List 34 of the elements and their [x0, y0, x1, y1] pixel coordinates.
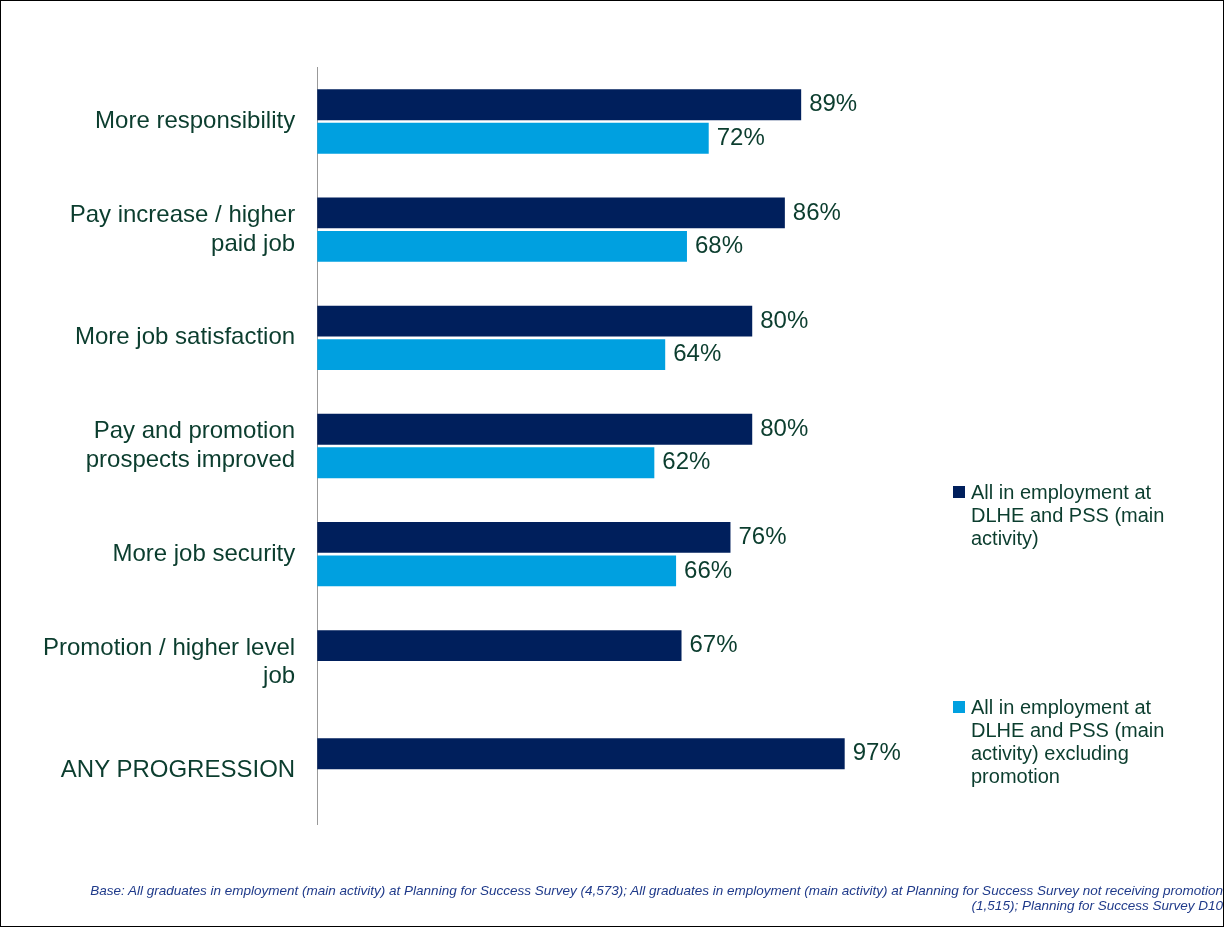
bar — [317, 305, 753, 337]
data-label: 80% — [760, 305, 809, 333]
bar — [317, 231, 687, 262]
bar — [317, 630, 682, 661]
y-tick-label: ANY PROGRESSION — [60, 755, 296, 783]
bar — [317, 521, 731, 553]
bar — [317, 197, 785, 229]
bar — [317, 122, 709, 154]
bar — [317, 339, 666, 371]
data-label: 72% — [716, 122, 765, 150]
y-tick-label: Pay and promotion prospects improved — [85, 416, 296, 473]
y-tick-label: More job satisfaction — [75, 322, 296, 350]
data-label: 67% — [689, 630, 738, 658]
bar — [317, 413, 753, 445]
bar — [317, 555, 677, 587]
data-label: 68% — [694, 231, 744, 259]
data-label: 97% — [852, 738, 901, 766]
text: Base: All graduates in employment (main activity) at Planning for Success Survey (4,573); All graduates in employment (main activity) at Planning for Success Survey not receiving promotion (1,515); Planning for Success Survey D10 — [89, 883, 1223, 913]
y-tick-label: Promotion / higher level job — [42, 632, 296, 689]
bar — [317, 738, 845, 770]
bar — [317, 447, 655, 479]
data-label: 64% — [673, 339, 722, 367]
y-tick-label: More job security — [112, 538, 296, 566]
data-label: 62% — [662, 447, 711, 475]
y-tick-label: Pay increase / higher paid job — [69, 199, 296, 256]
data-label: 80% — [760, 413, 809, 441]
data-label: 76% — [738, 522, 787, 550]
bar — [317, 89, 802, 121]
y-tick-label: More responsibility — [95, 106, 296, 134]
data-label: 86% — [792, 197, 841, 225]
legend-label: All in employment at DLHE and PSS (main activity) excluding promotion — [971, 696, 1166, 788]
data-label: 66% — [684, 555, 733, 583]
data-label: 89% — [809, 89, 858, 117]
legend-label: All in employment at DLHE and PSS (main activity) — [971, 481, 1166, 550]
